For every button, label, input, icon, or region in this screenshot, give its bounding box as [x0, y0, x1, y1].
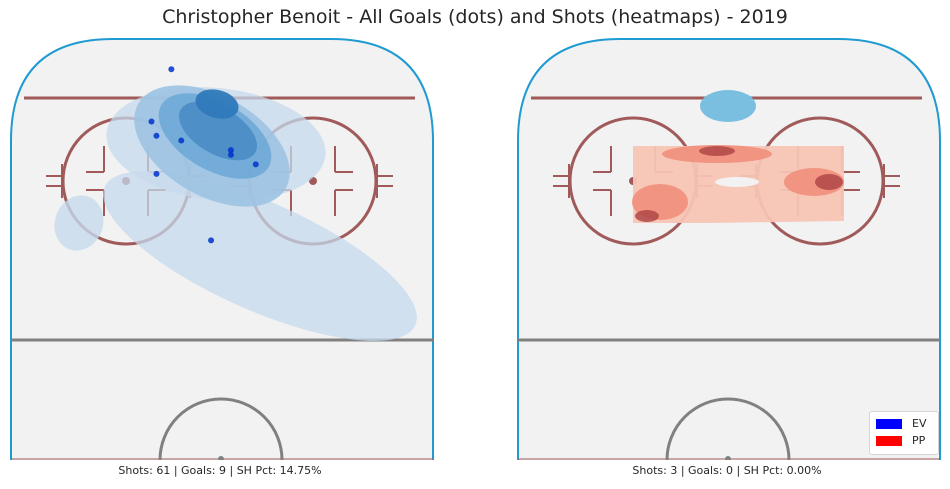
legend-swatch-ev	[876, 419, 902, 429]
pp-density-hole	[715, 177, 759, 187]
legend: EV PP	[869, 411, 939, 455]
goal-point	[178, 137, 185, 144]
rink-left-chart	[10, 38, 434, 460]
center-circle	[665, 397, 791, 460]
pp-heatmap	[632, 145, 844, 223]
goal-point	[168, 66, 175, 73]
pp-density-top-peak	[699, 146, 735, 156]
goals-layer	[148, 66, 259, 244]
legend-label-ev: EV	[912, 417, 927, 430]
goal-point	[153, 170, 160, 177]
caption-right: Shots: 3 | Goals: 0 | SH Pct: 0.00%	[632, 464, 822, 477]
ev-density-outer-blob	[103, 171, 417, 341]
rink-right-chart	[517, 38, 941, 460]
legend-swatch-pp	[876, 436, 902, 446]
goal-point	[227, 151, 234, 158]
pp-density-left-peak	[635, 210, 659, 222]
goal-point	[208, 237, 215, 244]
center-dot	[218, 456, 224, 460]
ev-heatmap	[54, 85, 417, 341]
legend-label-pp: PP	[912, 434, 926, 447]
rink-boards	[10, 38, 434, 460]
ev-density-level-5	[195, 89, 239, 119]
goal-point	[148, 118, 155, 125]
ev-density-level-4	[179, 101, 257, 161]
rink-surface-right	[517, 38, 941, 460]
right-crease-fill	[700, 90, 756, 122]
legend-item-ev: EV	[876, 417, 926, 431]
rink-boards	[517, 38, 941, 460]
chart-title: Christopher Benoit - All Goals (dots) an…	[162, 6, 788, 28]
center-dot	[725, 456, 731, 460]
rink-ice	[518, 39, 940, 460]
pp-density-right-peak	[815, 174, 843, 190]
caption-left: Shots: 61 | Goals: 9 | SH Pct: 14.75%	[118, 464, 322, 477]
center-circle	[158, 397, 284, 460]
goal-point	[227, 147, 234, 154]
ev-density-small-left	[54, 195, 104, 251]
goal-point	[252, 161, 259, 168]
legend-item-pp: PP	[876, 434, 925, 448]
goal-point	[153, 132, 160, 139]
